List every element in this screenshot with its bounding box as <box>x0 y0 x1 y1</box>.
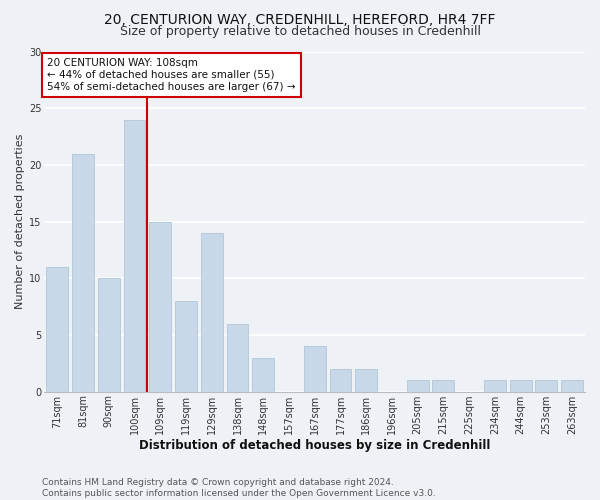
Bar <box>124 120 145 392</box>
Bar <box>227 324 248 392</box>
Bar <box>329 369 352 392</box>
Text: Contains HM Land Registry data © Crown copyright and database right 2024.
Contai: Contains HM Land Registry data © Crown c… <box>42 478 436 498</box>
Bar <box>46 267 68 392</box>
Bar <box>407 380 428 392</box>
Bar <box>149 222 171 392</box>
Bar <box>355 369 377 392</box>
Bar <box>535 380 557 392</box>
Bar <box>484 380 506 392</box>
Text: 20 CENTURION WAY: 108sqm
← 44% of detached houses are smaller (55)
54% of semi-d: 20 CENTURION WAY: 108sqm ← 44% of detach… <box>47 58 296 92</box>
Y-axis label: Number of detached properties: Number of detached properties <box>15 134 25 310</box>
Bar <box>201 233 223 392</box>
Bar <box>510 380 532 392</box>
X-axis label: Distribution of detached houses by size in Credenhill: Distribution of detached houses by size … <box>139 440 490 452</box>
Bar <box>72 154 94 392</box>
Bar <box>561 380 583 392</box>
Bar <box>433 380 454 392</box>
Bar <box>304 346 326 392</box>
Bar <box>175 301 197 392</box>
Bar <box>253 358 274 392</box>
Text: 20, CENTURION WAY, CREDENHILL, HEREFORD, HR4 7FF: 20, CENTURION WAY, CREDENHILL, HEREFORD,… <box>104 12 496 26</box>
Bar <box>98 278 120 392</box>
Text: Size of property relative to detached houses in Credenhill: Size of property relative to detached ho… <box>119 25 481 38</box>
